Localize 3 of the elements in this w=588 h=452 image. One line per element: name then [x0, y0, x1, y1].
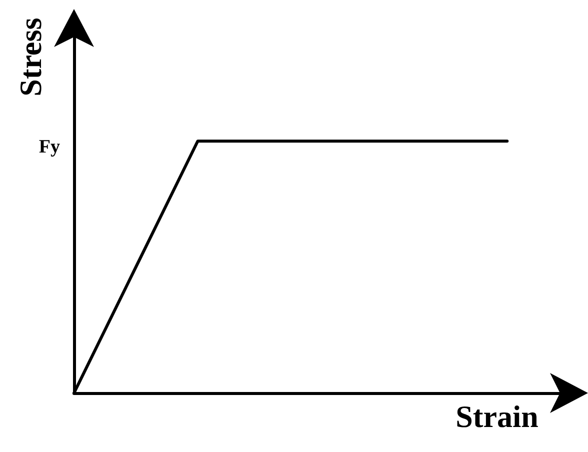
text: Fy: [38, 136, 60, 158]
y-axis-title: Stress: [13, 18, 48, 96]
x-axis-title: Strain: [456, 399, 538, 434]
